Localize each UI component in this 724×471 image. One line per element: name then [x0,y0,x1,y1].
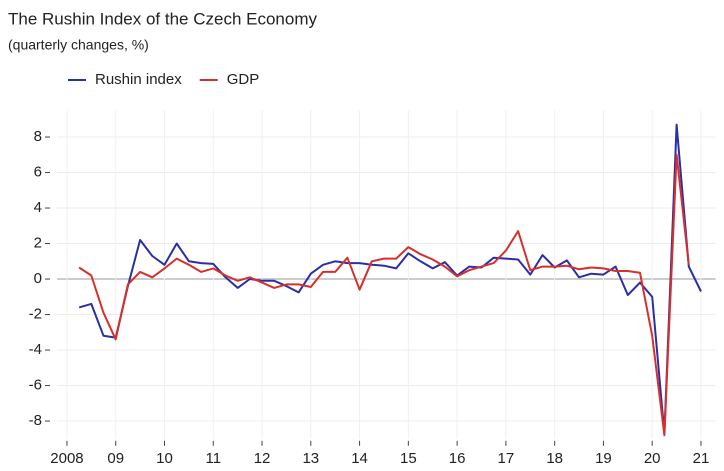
x-tick-label: 15 [400,450,417,467]
x-tick-label: 11 [205,450,221,467]
x-tick-label: 12 [254,450,271,467]
x-tick-label: 16 [449,450,466,467]
y-tick-label: -6 [29,377,42,394]
chart-title: The Rushin Index of the Czech Economy [8,9,317,28]
x-tick-label: 18 [546,450,563,467]
y-tick-label: 4 [34,199,42,216]
y-tick-label: 2 [34,235,42,252]
x-tick-label: 20 [644,450,661,467]
chart-subtitle: (quarterly changes, %) [8,37,149,53]
y-tick-label: 6 [34,163,42,180]
x-tick-label: 19 [595,450,612,467]
x-tick-label: 21 [693,450,710,467]
y-tick-label: -8 [29,412,42,429]
x-tick-label: 10 [156,450,173,467]
x-tick-label: 13 [302,450,319,467]
x-tick-label: 14 [351,450,368,467]
y-tick-label: -2 [29,306,42,323]
x-tick-label: 09 [107,450,124,467]
x-tick-label: 17 [498,450,515,467]
legend-label: GDP [227,71,260,88]
legend-label: Rushin index [95,71,182,88]
y-tick-label: 0 [34,270,42,287]
y-tick-label: -4 [29,341,42,358]
series-line [78,153,690,437]
y-tick-label: 8 [34,128,42,145]
x-tick-label: 2008 [50,450,83,467]
series-line [78,123,702,435]
